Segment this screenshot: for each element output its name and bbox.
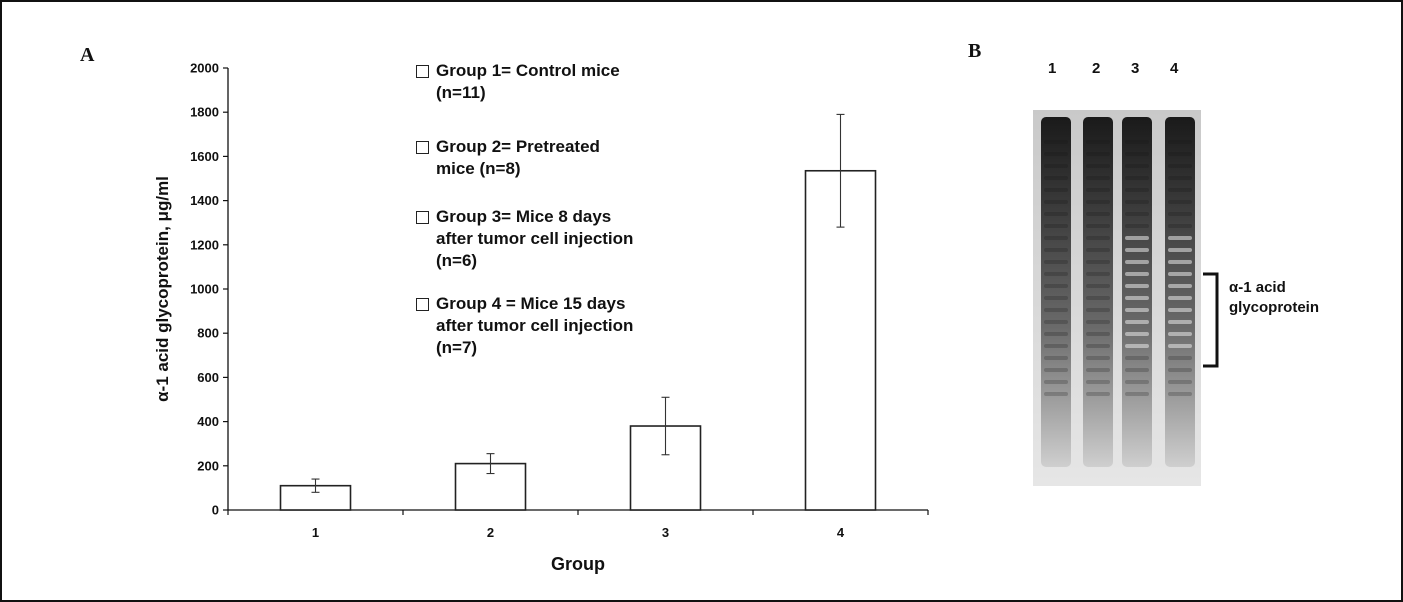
gel-protein-label: α-1 acid glycoprotein	[1229, 278, 1319, 318]
bracket-line	[1203, 274, 1217, 366]
